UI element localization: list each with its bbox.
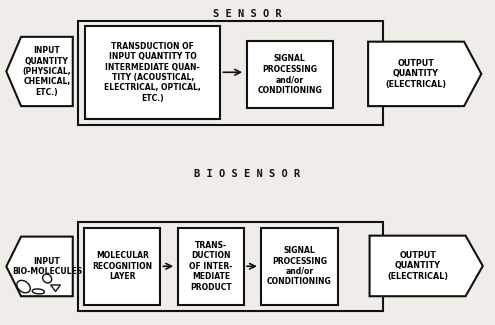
Polygon shape	[368, 42, 481, 106]
Text: TRANS-
DUCTION
OF INTER-
MEDIATE
PRODUCT: TRANS- DUCTION OF INTER- MEDIATE PRODUCT	[189, 241, 233, 292]
FancyBboxPatch shape	[84, 227, 160, 305]
Text: SIGNAL
PROCESSING
and/or
CONDITIONING: SIGNAL PROCESSING and/or CONDITIONING	[267, 246, 332, 286]
Polygon shape	[6, 237, 73, 296]
Polygon shape	[6, 37, 73, 106]
FancyBboxPatch shape	[85, 26, 220, 119]
Text: MOLECULAR
RECOGNITION
LAYER: MOLECULAR RECOGNITION LAYER	[92, 251, 152, 281]
FancyBboxPatch shape	[261, 227, 338, 305]
FancyBboxPatch shape	[247, 41, 333, 108]
Text: OUTPUT
QUANTITY
(ELECTRICAL): OUTPUT QUANTITY (ELECTRICAL)	[386, 59, 446, 89]
Text: B I O S E N S O R: B I O S E N S O R	[195, 169, 300, 179]
Text: TRANSDUCTION OF
INPUT QUANTITY TO
INTERMEDIATE QUAN-
TITY (ACOUSTICAL,
ELECTRICA: TRANSDUCTION OF INPUT QUANTITY TO INTERM…	[104, 42, 201, 103]
Text: INPUT
BIO-MOLECULES: INPUT BIO-MOLECULES	[12, 257, 82, 276]
FancyBboxPatch shape	[178, 227, 244, 305]
Polygon shape	[370, 236, 483, 296]
Text: S E N S O R: S E N S O R	[213, 9, 282, 20]
Text: INPUT
QUANTITY
(PHYSICAL,
CHEMICAL,
ETC.): INPUT QUANTITY (PHYSICAL, CHEMICAL, ETC.…	[23, 46, 71, 97]
Text: SIGNAL
PROCESSING
and/or
CONDITIONING: SIGNAL PROCESSING and/or CONDITIONING	[257, 54, 322, 95]
Text: OUTPUT
QUANTITY
(ELECTRICAL): OUTPUT QUANTITY (ELECTRICAL)	[387, 251, 448, 281]
